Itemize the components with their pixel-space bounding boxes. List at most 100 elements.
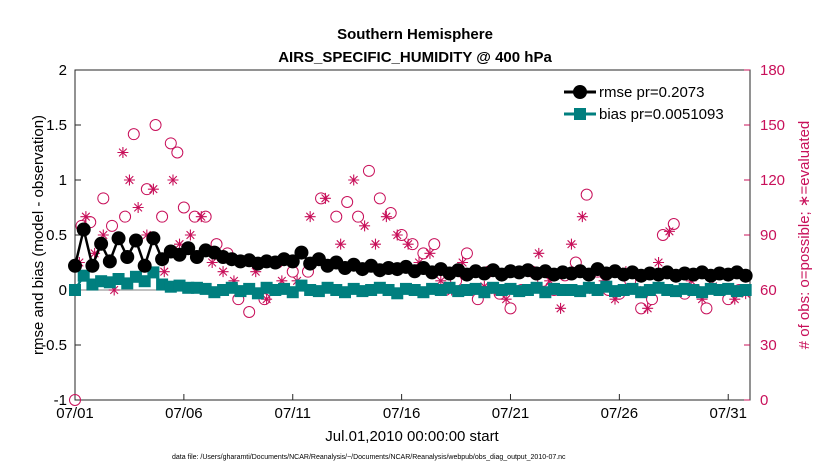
y-tick-label: 0 [59, 282, 67, 299]
rmse-point [120, 250, 135, 264]
obs-possible-point [243, 306, 256, 318]
y2-tick-label: 0 [760, 392, 768, 409]
obs-evaluated-point [576, 211, 588, 223]
obs-evaluated-point [319, 192, 331, 204]
legend-rmse-label: rmse pr=0.2073 [599, 84, 704, 101]
obs-evaluated-point [261, 293, 273, 305]
legend-bias-label: bias pr=0.0051093 [599, 106, 724, 123]
obs-evaluated-point [158, 266, 170, 278]
obs-possible-point [656, 229, 669, 241]
y2-tick-label: 90 [760, 227, 777, 244]
y2-tick-label: 150 [760, 117, 785, 134]
obs-possible-point [580, 188, 593, 201]
obs-possible-point [428, 238, 441, 251]
obs-evaluated-point [217, 266, 229, 278]
obs-possible-point [373, 192, 386, 205]
y2-axis-label: # of obs: o=possible; ∗=evaluated [796, 121, 813, 350]
obs-possible-point [700, 302, 713, 315]
obs-evaluated-point [391, 229, 403, 241]
obs-evaluated-point [123, 174, 135, 186]
bias-point [121, 277, 134, 290]
obs-evaluated-point [413, 257, 425, 268]
obs-evaluated-point [174, 238, 186, 250]
obs-evaluated-point [369, 238, 381, 250]
y-tick-label: 1.5 [46, 117, 67, 134]
legend-box [558, 80, 744, 128]
obs-evaluated-point [250, 266, 262, 278]
rmse-point [285, 254, 300, 269]
obs-evaluated-point [206, 257, 218, 268]
obs-evaluated-point [653, 257, 665, 268]
rmse-point [102, 254, 117, 269]
bias-point [739, 284, 752, 296]
obs-evaluated-point [304, 211, 316, 223]
x-tick-label: 07/26 [601, 405, 639, 422]
chart-title: Southern Hemisphere [337, 26, 493, 43]
legend-rmse-marker [573, 85, 587, 99]
rmse-point [68, 258, 82, 273]
obs-evaluated-point [335, 238, 347, 250]
obs-evaluated-point [117, 147, 129, 158]
obs-evaluated-point [435, 275, 447, 287]
obs-evaluated-point [380, 211, 392, 223]
y-tick-label: 2 [59, 62, 67, 79]
axis-ticks: -1 -0.5 0 0.5 1 1.5 2 0 30 60 90 120 150 180 07/01 07/0… [41, 62, 785, 422]
rmse-point [181, 241, 196, 256]
series-layer [68, 222, 753, 300]
obs-evaluated-point [565, 238, 577, 250]
obs-possible-point [156, 210, 169, 223]
obs-evaluated-point [457, 257, 469, 268]
obs-possible-point [106, 219, 119, 232]
obs-possible-point [667, 218, 680, 230]
obs-possible-point [460, 247, 473, 260]
obs-evaluated-point [359, 220, 371, 232]
obs-evaluated-point [97, 229, 109, 241]
x-tick-label: 07/31 [709, 405, 747, 422]
obs-evaluated-point [80, 211, 92, 223]
obs-possible-point [177, 201, 190, 214]
y2-tick-label: 60 [760, 282, 777, 299]
rmse-point [128, 233, 143, 248]
y-axis-label: rmse and bias (model - observation) [30, 115, 47, 355]
rmse-point [94, 236, 109, 251]
obs-evaluated-point [555, 302, 567, 314]
obs-evaluated-point [348, 174, 360, 186]
y-tick-label: -0.5 [41, 337, 67, 354]
obs-evaluated-point [663, 225, 675, 237]
obs-possible-point [352, 210, 365, 223]
rmse-point [85, 258, 100, 273]
obs-evaluated-point [500, 293, 512, 305]
obs-possible-point [69, 394, 81, 406]
obs-evaluated-point [228, 275, 240, 287]
obs-possible-point [362, 164, 375, 177]
y2-tick-label: 120 [760, 172, 785, 189]
obs-evaluated-point [696, 293, 708, 305]
obs-evaluated-point [141, 229, 153, 241]
obs-possible-point [384, 207, 397, 219]
y2-tick-label: 30 [760, 337, 777, 354]
obs-evaluated-point [132, 202, 144, 213]
obs-evaluated-point [167, 174, 179, 186]
data-file-footnote: data file: /Users/gharamti/Documents/NCA… [172, 454, 566, 461]
obs-possible-point [504, 302, 517, 315]
rmse-point [137, 258, 152, 273]
bias-point [69, 284, 81, 296]
obs-possible-point [149, 119, 162, 131]
x-tick-label: 07/01 [56, 405, 94, 422]
obs-evaluated-point [642, 302, 654, 314]
rmse-point [111, 231, 126, 246]
obs-possible-point [171, 146, 184, 159]
obs-evaluated-point [533, 247, 545, 259]
legend-bias-marker [574, 108, 586, 120]
chart-subtitle: AIRS_SPECIFIC_HUMIDITY @ 400 hPa [278, 49, 552, 66]
obs-evaluated-point [195, 211, 207, 223]
obs-evaluated-point [424, 247, 436, 259]
rmse-point [294, 245, 309, 260]
x-tick-label: 07/16 [383, 405, 421, 422]
obs-evaluated-point [89, 247, 101, 259]
rmse-point [76, 222, 91, 237]
obs-evaluated-point [402, 238, 414, 250]
obs-possible-point [97, 192, 110, 205]
y-tick-label: 1 [59, 172, 67, 189]
